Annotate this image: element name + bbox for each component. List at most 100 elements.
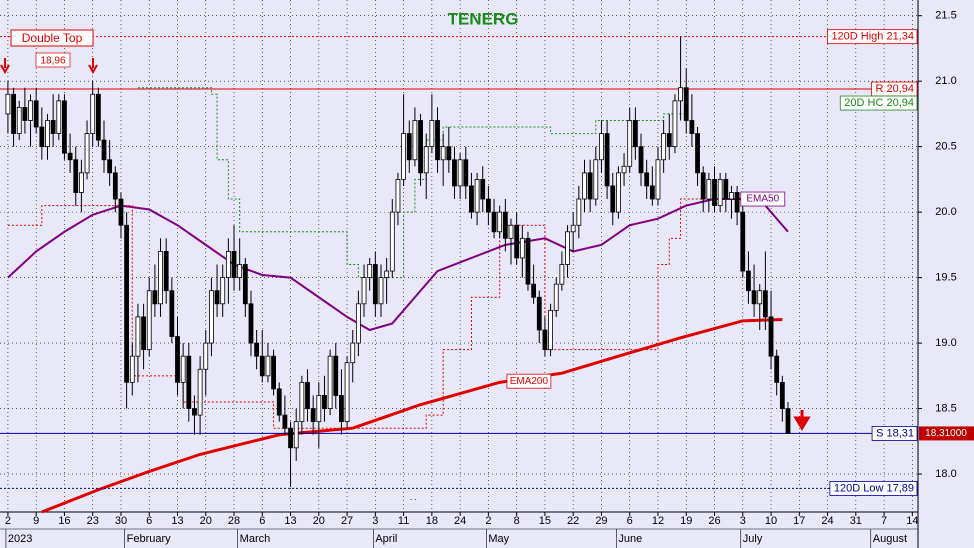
candle-body xyxy=(344,362,350,423)
candle-body xyxy=(101,139,107,161)
candle-body xyxy=(67,152,73,161)
candle-body xyxy=(186,355,192,409)
x-tick-label: 2 xyxy=(485,515,491,527)
candle-body xyxy=(271,355,276,390)
candle-body xyxy=(627,120,633,167)
candle-body xyxy=(372,264,378,305)
indicator-line xyxy=(41,318,783,514)
x-tick-label: 6 xyxy=(146,515,152,527)
month-label: May xyxy=(488,533,509,545)
month-label: June xyxy=(618,533,642,545)
y-axis-area xyxy=(918,0,974,548)
candle-body xyxy=(316,395,322,423)
candle-body xyxy=(576,198,582,226)
candle-body xyxy=(112,172,118,200)
candle-body xyxy=(440,146,446,161)
candle-body xyxy=(95,93,101,141)
candle-body xyxy=(282,414,288,429)
x-tick-label: 20 xyxy=(313,515,325,527)
x-tick-label: 18 xyxy=(426,515,438,527)
y-tick-label: 19.5 xyxy=(935,272,956,284)
candle-body xyxy=(570,224,576,233)
arrow xyxy=(793,410,811,431)
candle-body xyxy=(649,185,655,200)
candle-body xyxy=(62,100,67,154)
candle-body xyxy=(762,290,768,318)
candle-body xyxy=(141,316,146,351)
candle-body xyxy=(175,336,180,383)
x-tick-label: 13 xyxy=(171,515,183,527)
candle-body xyxy=(587,172,593,200)
candle-body xyxy=(582,172,587,200)
candle-body xyxy=(265,355,271,377)
candle-body xyxy=(610,185,616,213)
x-tick-label: 16 xyxy=(58,515,70,527)
month-label: March xyxy=(240,533,271,545)
candle-body xyxy=(429,120,435,148)
x-tick-label: 30 xyxy=(115,515,127,527)
candle-body xyxy=(734,192,740,213)
candle-body xyxy=(384,270,390,279)
dots: . . xyxy=(410,493,417,502)
candle-body xyxy=(435,120,440,161)
candle-body xyxy=(248,303,254,344)
candle-body xyxy=(446,146,452,161)
candle-body xyxy=(423,146,429,174)
x-tick-label: 29 xyxy=(595,515,607,527)
month-label: August xyxy=(873,533,907,545)
candle-body xyxy=(197,368,203,416)
candle-body xyxy=(367,264,373,279)
candle-body xyxy=(672,100,678,148)
candle-body xyxy=(497,211,503,233)
y-tick-label: 21.5 xyxy=(935,10,956,22)
candle-body xyxy=(107,159,113,174)
candle-body xyxy=(73,159,79,193)
candle-body xyxy=(225,251,231,279)
candle-body xyxy=(655,159,661,200)
annotation: 18,96 xyxy=(40,56,65,67)
series-label-box xyxy=(740,191,786,207)
candle-body xyxy=(299,381,305,423)
candle-body xyxy=(78,172,84,193)
annotation: Double Top xyxy=(22,31,83,45)
candle-body xyxy=(531,283,537,298)
candle-body xyxy=(485,198,491,213)
y-tick-label: 20.5 xyxy=(935,141,956,153)
candle-body xyxy=(28,100,33,121)
x-tick-label: 11 xyxy=(398,515,409,527)
candle-body xyxy=(638,146,644,174)
candle-body xyxy=(152,290,158,305)
candle-body xyxy=(288,427,293,449)
candles xyxy=(5,36,791,488)
candle-body xyxy=(124,224,130,383)
x-tick-label: 22 xyxy=(567,515,579,527)
level-label-box xyxy=(871,426,918,441)
indicator-line xyxy=(7,198,789,332)
candle-body xyxy=(50,120,56,134)
x-tick-label: 8 xyxy=(514,515,520,527)
candle-body xyxy=(491,211,497,233)
candle-body xyxy=(361,277,367,305)
candle-body xyxy=(604,133,610,187)
annotation-box xyxy=(10,29,94,47)
candle-body xyxy=(525,237,531,285)
candle-body xyxy=(350,342,356,364)
candle-body xyxy=(33,100,39,128)
candle-body xyxy=(768,316,774,357)
x-tick-label: 2 xyxy=(5,515,11,527)
level-label-box xyxy=(827,29,918,45)
candle-body xyxy=(39,126,45,148)
candle-body xyxy=(740,211,746,272)
candle-body xyxy=(135,316,141,357)
labels: EMA50 EMA200 120D High 21,34 R 20,94 20D HC … xyxy=(506,29,918,496)
level-label: 120D High 21,34 xyxy=(831,31,914,43)
x-tick-label: 6 xyxy=(627,515,633,527)
candle-body xyxy=(559,264,565,285)
candle-body xyxy=(463,159,469,187)
candle-body xyxy=(378,277,384,305)
candle-body xyxy=(192,408,197,416)
candle-body xyxy=(712,178,717,206)
candle-body xyxy=(593,159,599,200)
candle-body xyxy=(129,355,135,383)
